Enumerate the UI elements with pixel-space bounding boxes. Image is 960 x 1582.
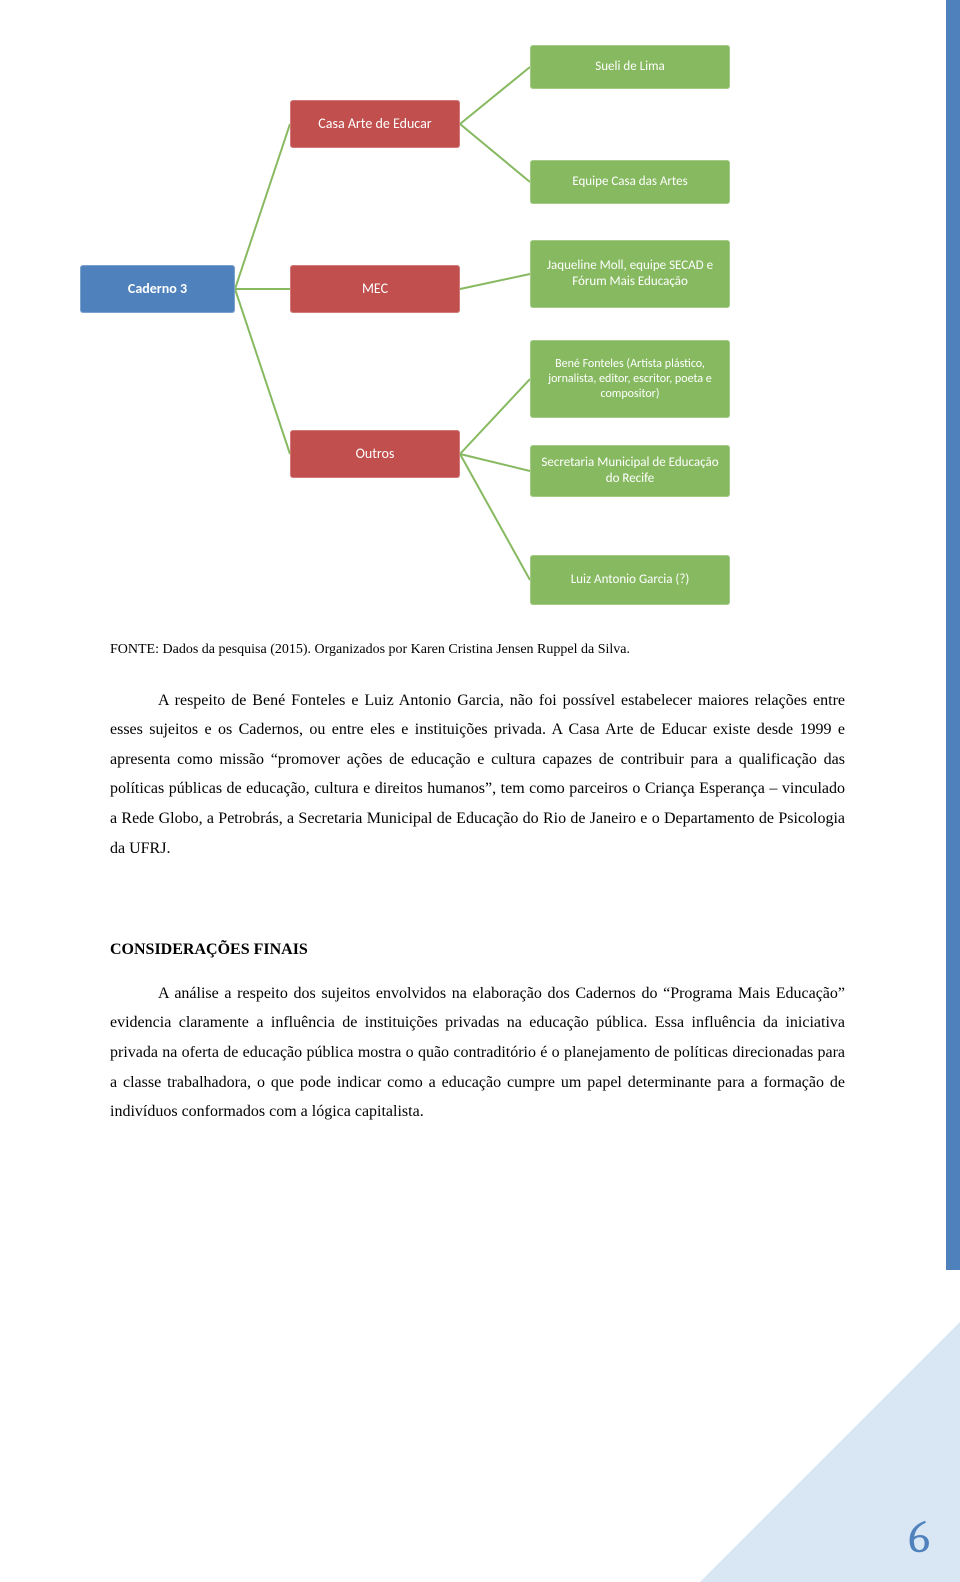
text-content: FONTE: Dados da pesquisa (2015). Organiz… (110, 640, 845, 1127)
section-heading: CONSIDERAÇÕES FINAIS (110, 935, 845, 965)
page: Caderno 3 Casa Arte de Educar MEC Outros Sue… (0, 0, 960, 1582)
diagram-node-mec: MEC (290, 265, 460, 313)
diagram-node-casa: Casa Arte de Educar (290, 100, 460, 148)
paragraph-2: A análise a respeito dos sujeitos envolv… (110, 979, 845, 1127)
page-gutter-bar (946, 0, 960, 1270)
diagram-node-luiz: Luiz Antonio Garcia (?) (530, 555, 730, 605)
diagram-node-equipe: Equipe Casa das Artes (530, 160, 730, 204)
page-number: 6 (908, 1511, 930, 1564)
diagram-node-jaque: Jaqueline Moll, equipe SECAD e Fórum Mai… (530, 240, 730, 308)
paragraph-1: A respeito de Bené Fonteles e Luiz Anton… (110, 686, 845, 864)
figure-caption: FONTE: Dados da pesquisa (2015). Organiz… (110, 640, 845, 660)
org-diagram: Caderno 3 Casa Arte de Educar MEC Outros Sue… (0, 0, 960, 625)
diagram-node-sueli: Sueli de Lima (530, 45, 730, 89)
diagram-node-outros: Outros (290, 430, 460, 478)
diagram-node-root: Caderno 3 (80, 265, 235, 313)
diagram-node-secret: Secretaria Municipal de Educação do Reci… (530, 445, 730, 497)
diagram-node-bene: Bené Fonteles (Artista plástico, jornali… (530, 340, 730, 418)
